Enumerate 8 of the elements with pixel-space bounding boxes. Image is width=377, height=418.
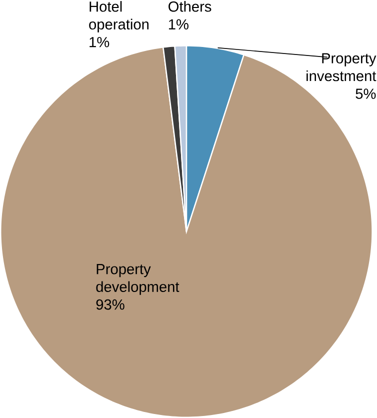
data-label: 1% xyxy=(89,36,109,48)
slice-label: Property investment xyxy=(306,53,376,82)
data-label: 5% xyxy=(356,88,376,99)
slice-label: Others xyxy=(168,1,212,12)
data-label: 1% xyxy=(168,19,188,30)
slice-label: Hotel operation xyxy=(89,1,148,32)
slice-label: Property development xyxy=(96,264,180,295)
data-label: 93% xyxy=(96,299,124,310)
